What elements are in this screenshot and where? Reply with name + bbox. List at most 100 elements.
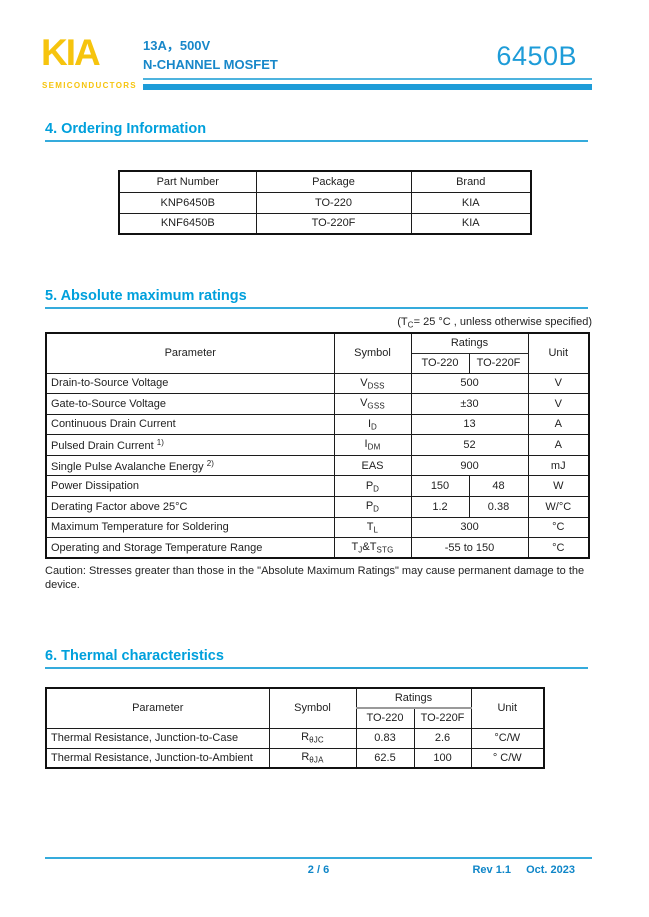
abs-row: Single Pulse Avalanche Energy 2) EAS 900… — [45, 454, 590, 477]
unit-cell: V — [527, 393, 590, 415]
part-number-cell: KNP6450B — [118, 191, 257, 214]
parameter-cell: Single Pulse Avalanche Energy 2) — [45, 454, 335, 477]
abs-row: Continuous Drain Current ID 13 A — [45, 413, 590, 436]
parameter-cell: Pulsed Drain Current 1) — [45, 434, 335, 456]
part-number-cell: KNF6450B — [118, 212, 257, 235]
symbol-cell: TJ&TSTG — [333, 537, 412, 559]
col-header-parameter: Parameter — [45, 687, 270, 729]
rating-cell: 13 — [410, 413, 529, 436]
unit-cell: V — [527, 372, 590, 395]
symbol-cell: ID — [333, 413, 412, 436]
col-header-brand: Brand — [410, 170, 532, 193]
col-header-package: Package — [255, 170, 412, 193]
rating-cell: 300 — [410, 516, 529, 539]
rating-cell: ±30 — [410, 393, 529, 415]
kia-logo: KIA — [41, 32, 101, 73]
parameter-cell: Derating Factor above 25°C — [45, 496, 335, 518]
header-thin-rule — [143, 78, 592, 80]
revision-label: Rev 1.1 — [472, 864, 512, 876]
brand-cell: KIA — [410, 191, 532, 214]
symbol-cell: RθJC — [268, 727, 357, 749]
rating-to220-cell: 62.5 — [355, 747, 415, 769]
section-title-abs-max: 5. Absolute maximum ratings — [45, 288, 247, 304]
part-number-title: 6450B — [496, 41, 577, 71]
symbol-cell: TL — [333, 516, 412, 539]
unit-cell: A — [527, 434, 590, 456]
header-accent-bar — [143, 84, 592, 90]
abs-row: Gate-to-Source Voltage VGSS ±30 V — [45, 393, 590, 415]
col-header-to220: TO-220 — [355, 707, 415, 729]
test-condition-note: (TC= 25 °C , unless otherwise specified) — [397, 316, 592, 330]
symbol-cell: VGSS — [333, 393, 412, 415]
ordering-row: KNF6450B TO-220F KIA — [118, 212, 532, 235]
ordering-row: KNP6450B TO-220 KIA — [118, 191, 532, 214]
symbol-cell: VDSS — [333, 372, 412, 395]
device-type-line: N-CHANNEL MOSFET — [143, 57, 278, 72]
parameter-cell: Gate-to-Source Voltage — [45, 393, 335, 415]
abs-row: Pulsed Drain Current 1) IDM 52 A — [45, 434, 590, 456]
ordering-table: Part Number Package Brand KNP6450B TO-22… — [118, 170, 532, 235]
unit-cell: mJ — [527, 454, 590, 477]
col-header-unit: Unit — [527, 332, 590, 374]
parameter-cell: Thermal Resistance, Junction-to-Case — [45, 727, 270, 749]
package-cell: TO-220F — [255, 212, 412, 235]
unit-cell: ° C/W — [470, 747, 545, 769]
abs-row: Operating and Storage Temperature Range … — [45, 537, 590, 559]
rating-to220f-cell: 0.38 — [468, 496, 529, 518]
thermal-table: Parameter Symbol Ratings Unit TO-220 TO-… — [45, 687, 546, 769]
device-rating-line: 13A，500V — [143, 38, 211, 53]
abs-row: Drain-to-Source Voltage VDSS 500 V — [45, 372, 590, 395]
col-header-parameter: Parameter — [45, 332, 335, 374]
page-number: 2 / 6 — [307, 864, 330, 876]
rating-to220f-cell: 100 — [413, 747, 472, 769]
abs-max-table: Parameter Symbol Ratings Unit TO-220 TO-… — [45, 332, 591, 560]
col-header-to220: TO-220 — [410, 352, 470, 374]
parameter-cell: Maximum Temperature for Soldering — [45, 516, 335, 539]
section-title-thermal: 6. Thermal characteristics — [45, 648, 224, 664]
col-header-to220f: TO-220F — [413, 707, 472, 729]
unit-cell: W — [527, 475, 590, 498]
col-header-ratings: Ratings — [410, 332, 529, 354]
symbol-cell: PD — [333, 496, 412, 518]
col-header-unit: Unit — [470, 687, 545, 729]
col-header-symbol: Symbol — [268, 687, 357, 729]
rating-cell: 900 — [410, 454, 529, 477]
abs-row: Power Dissipation PD 150 48 W — [45, 475, 590, 498]
rating-to220-cell: 0.83 — [355, 727, 415, 749]
unit-cell: A — [527, 413, 590, 436]
abs-row: Derating Factor above 25°C PD 1.2 0.38 W… — [45, 496, 590, 518]
abs-header-row-1: Parameter Symbol Ratings Unit — [45, 332, 590, 374]
thermal-row: Thermal Resistance, Junction-to-Ambient … — [45, 747, 545, 769]
thermal-row: Thermal Resistance, Junction-to-Case RθJ… — [45, 727, 545, 749]
unit-cell: °C — [527, 516, 590, 539]
rating-to220-cell: 150 — [410, 475, 470, 498]
section-rule-ordering — [45, 140, 588, 142]
col-header-part-number: Part Number — [118, 170, 257, 193]
rating-cell: 500 — [410, 372, 529, 395]
unit-cell: W/°C — [527, 496, 590, 518]
thermal-header-row-1: Parameter Symbol Ratings Unit — [45, 687, 545, 729]
symbol-cell: RθJA — [268, 747, 357, 769]
abs-header-row-2: TO-220 TO-220F — [46, 352, 589, 374]
parameter-cell: Continuous Drain Current — [45, 413, 335, 436]
revision-date: Oct. 2023 — [526, 864, 575, 876]
package-cell: TO-220 — [255, 191, 412, 214]
brand-cell: KIA — [410, 212, 532, 235]
unit-cell: °C — [527, 537, 590, 559]
section-rule-thermal — [45, 667, 588, 669]
caution-note: Caution: Stresses greater than those in … — [45, 565, 585, 591]
symbol-cell: IDM — [333, 434, 412, 456]
parameter-cell: Power Dissipation — [45, 475, 335, 498]
logo-subtitle: SEMICONDUCTORS — [42, 81, 137, 90]
col-header-to220f: TO-220F — [468, 352, 529, 374]
col-header-symbol: Symbol — [333, 332, 412, 374]
rating-to220f-cell: 48 — [468, 475, 529, 498]
section-rule-abs-max — [45, 307, 588, 309]
section-title-ordering: 4. Ordering Information — [45, 121, 207, 137]
parameter-cell: Drain-to-Source Voltage — [45, 372, 335, 395]
ordering-header-row: Part Number Package Brand — [118, 170, 532, 193]
rating-to220f-cell: 2.6 — [413, 727, 472, 749]
symbol-cell: PD — [333, 475, 412, 498]
rating-to220-cell: 1.2 — [410, 496, 470, 518]
